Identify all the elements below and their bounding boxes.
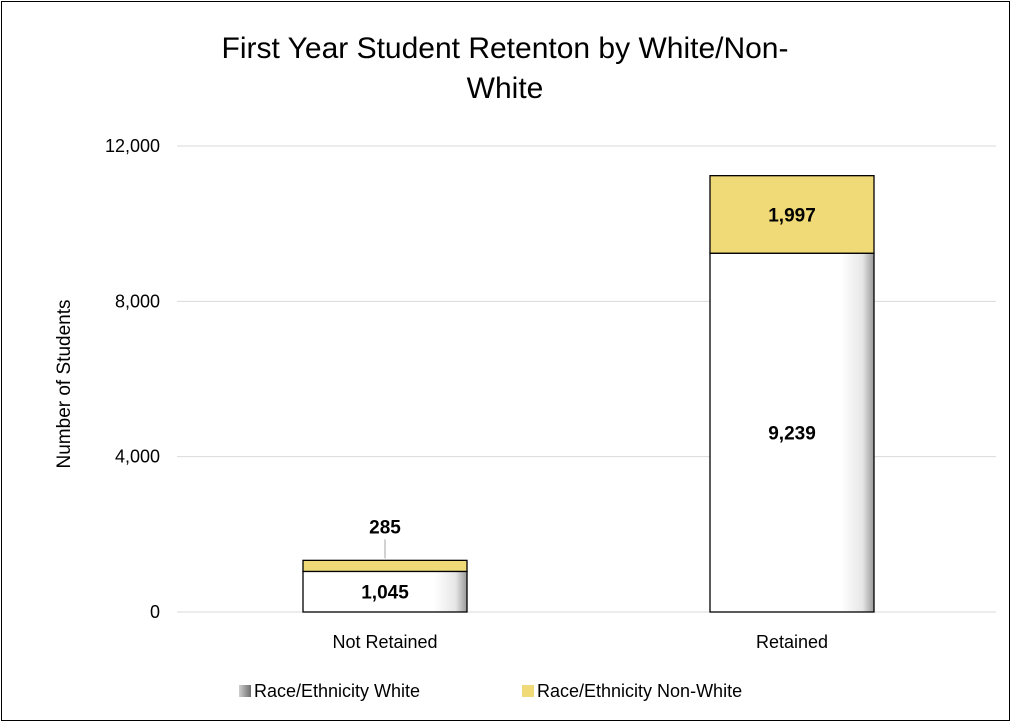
y-axis-label: Number of Students	[54, 300, 75, 469]
data-labels: 1,045 285 9,239 1,997	[361, 205, 816, 603]
legend-swatch	[522, 685, 534, 697]
chart-title-line-1: First Year Student Retenton by White/Non…	[222, 32, 789, 65]
bar-segment	[302, 570, 468, 613]
legend: Race/Ethnicity White Race/Ethnicity Non-W…	[239, 681, 742, 701]
bars	[302, 175, 875, 613]
bar-segment	[709, 175, 875, 254]
y-axis-ticks: 0 4,000 8,000 12,000	[105, 136, 160, 622]
legend-label: Race/Ethnicity White	[254, 681, 420, 701]
y-tick-label: 12,000	[105, 136, 160, 156]
bar-segment	[302, 559, 468, 573]
data-label: 285	[369, 517, 401, 538]
y-tick-label: 4,000	[115, 447, 160, 467]
chart-title-line-2: White	[467, 72, 544, 105]
data-label: 1,045	[361, 583, 409, 604]
y-tick-label: 0	[150, 602, 160, 622]
y-tick-label: 8,000	[115, 291, 160, 311]
bar-segment	[709, 252, 875, 613]
legend-swatch	[239, 685, 251, 697]
data-label: 9,239	[768, 424, 816, 445]
x-tick-label: Not Retained	[332, 632, 437, 652]
x-tick-label: Retained	[756, 632, 828, 652]
x-axis-ticks: Not Retained Retained	[332, 632, 828, 652]
legend-label: Race/Ethnicity Non-White	[537, 681, 742, 701]
data-label: 1,997	[768, 205, 816, 226]
